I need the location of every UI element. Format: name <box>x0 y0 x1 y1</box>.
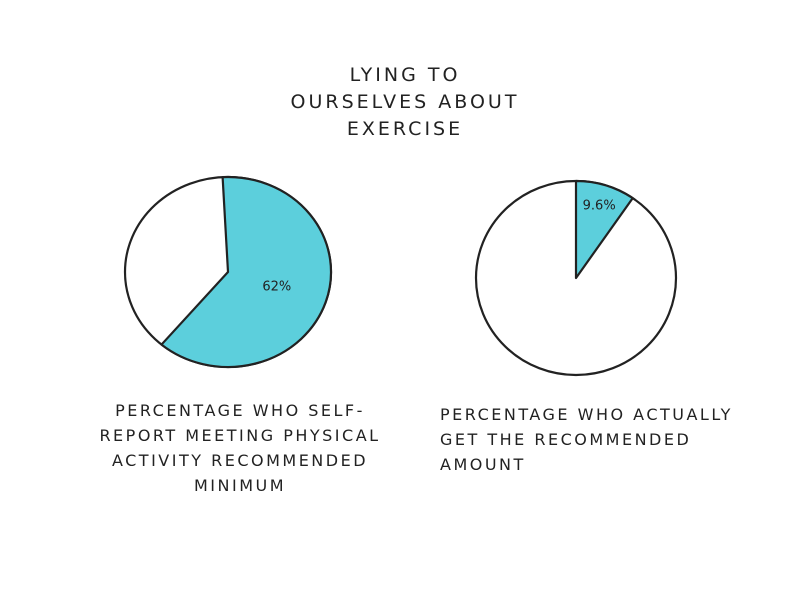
pie-caption: PERCENTAGE WHO SELF-REPORT MEETING PHYSI… <box>99 401 381 495</box>
data-label: 9.6% <box>583 198 616 213</box>
data-label: 62% <box>262 280 291 295</box>
pie-slice <box>574 179 634 280</box>
chart-title: LYING TO OURSELVES ABOUT EXERCISE <box>290 64 520 140</box>
pie-caption: PERCENTAGE WHO ACTUALLY GET THE RECOMMEN… <box>440 405 733 474</box>
pie-slice <box>160 175 333 369</box>
